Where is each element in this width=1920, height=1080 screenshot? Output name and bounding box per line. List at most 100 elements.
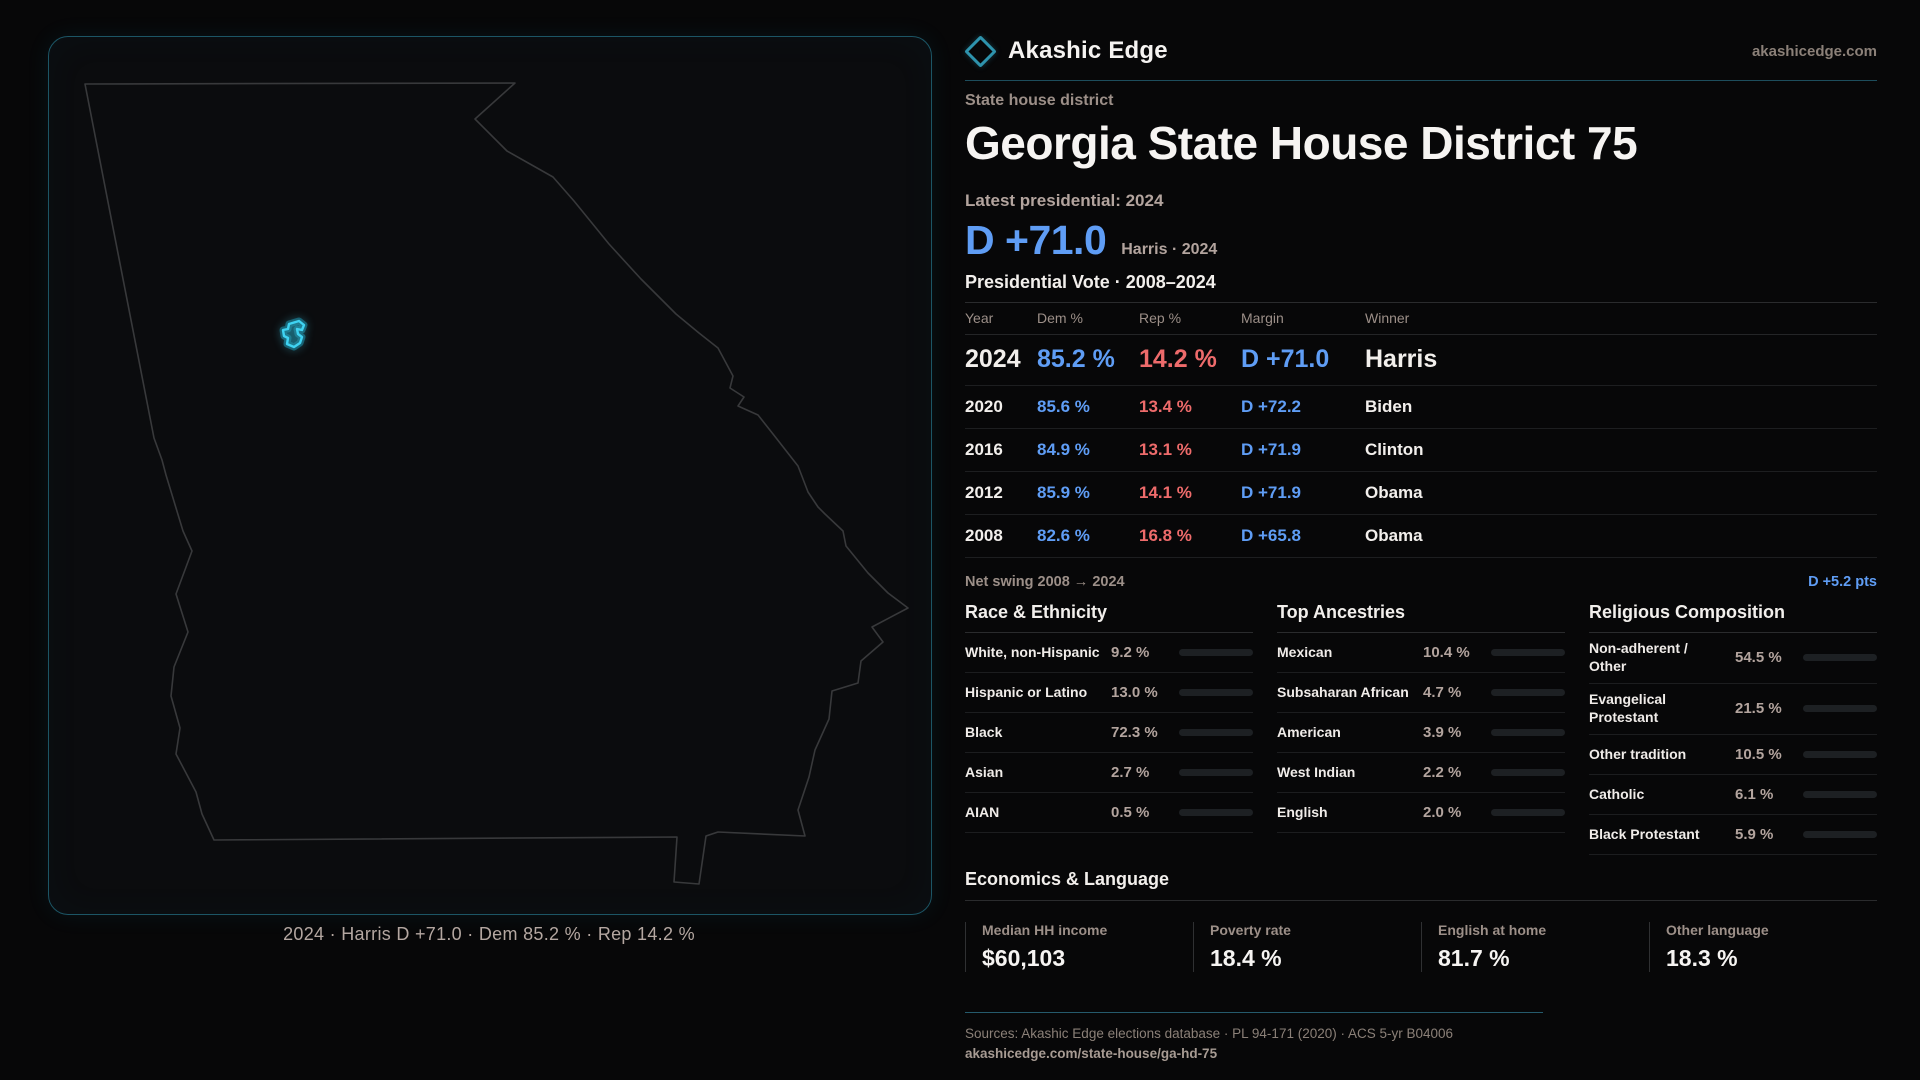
stat-label: Other language: [1666, 921, 1769, 938]
cell-dem-pct: 84.9 %: [1037, 439, 1090, 459]
item-bar: [1491, 808, 1565, 816]
detail-panel: Akashic Edge akashicedge.com State house…: [964, 28, 1877, 1061]
item-value: 9.2 %: [1111, 643, 1150, 661]
latest-presidential-label: Latest presidential: 2024: [965, 190, 1164, 210]
economics-language-section: Economics & Language Median HH income $6…: [965, 869, 1877, 972]
cell-margin: D +72.2: [1241, 396, 1302, 416]
ancestry-item: American 3.9 %: [1277, 713, 1565, 753]
item-value: 2.2 %: [1423, 763, 1462, 781]
header-divider: [965, 80, 1877, 81]
col-margin: Margin: [1241, 310, 1284, 327]
religion-item: Catholic 6.1 %: [1589, 775, 1877, 815]
stat-value: 18.4 %: [1210, 944, 1282, 971]
item-bar: [1491, 728, 1565, 736]
cell-year: 2024: [965, 345, 1021, 374]
net-swing-row: Net swing 2008 → 2024 D +5.2 pts: [965, 574, 1877, 590]
cell-margin: D +71.9: [1241, 482, 1302, 502]
religious-composition-title: Religious Composition: [1589, 602, 1877, 633]
diamond-logo-icon: [964, 34, 997, 68]
ancestry-item: Subsaharan African 4.7 %: [1277, 673, 1565, 713]
item-label: Black: [965, 723, 1003, 740]
top-ancestries-section: Top Ancestries Mexican 10.4 % Subsaharan…: [1277, 602, 1565, 855]
item-bar: [1179, 688, 1253, 696]
item-label: White, non-Hispanic: [965, 643, 1100, 660]
item-value: 3.9 %: [1423, 723, 1462, 741]
item-bar: [1491, 768, 1565, 776]
item-value: 4.7 %: [1423, 683, 1462, 701]
permalink[interactable]: akashicedge.com/state-house/ga-hd-75: [965, 1045, 1218, 1061]
cell-rep-pct: 13.4 %: [1139, 396, 1192, 416]
kicker: State house district: [965, 92, 1114, 109]
page-footer: Sources: Akashic Edge elections database…: [965, 1011, 1877, 1061]
item-value: 5.9 %: [1735, 825, 1774, 843]
ancestry-item: West Indian 2.2 %: [1277, 753, 1565, 793]
item-value: 21.5 %: [1735, 700, 1782, 718]
cell-rep-pct: 14.2 %: [1139, 345, 1217, 374]
cell-dem-pct: 85.2 %: [1037, 345, 1115, 374]
net-swing-value: D +5.2 pts: [1808, 573, 1877, 590]
cell-year: 2016: [965, 439, 1003, 459]
brand: Akashic Edge: [964, 34, 1168, 68]
stat-label: Median HH income: [982, 921, 1108, 938]
item-label: Evangelical Protestant: [1589, 691, 1667, 725]
col-rep: Rep %: [1139, 310, 1182, 327]
cell-dem-pct: 85.6 %: [1037, 396, 1090, 416]
religion-item: Black Protestant 5.9 %: [1589, 815, 1877, 855]
item-bar: [1179, 768, 1253, 776]
item-bar: [1179, 808, 1253, 816]
col-dem: Dem %: [1037, 310, 1083, 327]
item-label: Mexican: [1277, 643, 1333, 660]
item-label: English: [1277, 803, 1328, 820]
race-ethnicity-item: Black 72.3 %: [965, 713, 1253, 753]
item-label: American: [1277, 723, 1341, 740]
item-bar: [1803, 750, 1877, 758]
item-label: West Indian: [1277, 763, 1356, 780]
item-label: Non-adherent / Other: [1589, 640, 1688, 674]
religious-composition-section: Religious Composition Non-adherent / Oth…: [1589, 602, 1877, 855]
item-label: Other tradition: [1589, 745, 1687, 762]
economics-stats: Median HH income $60,103 Poverty rate 18…: [965, 921, 1877, 972]
item-label: Subsaharan African: [1277, 683, 1409, 700]
footer-divider: [965, 1011, 1543, 1013]
cell-margin: D +71.9: [1241, 439, 1302, 459]
cell-winner: Obama: [1365, 525, 1423, 545]
top-ancestries-title: Top Ancestries: [1277, 602, 1565, 633]
item-bar: [1803, 705, 1877, 713]
georgia-state-outline: [84, 82, 909, 885]
religion-item: Evangelical Protestant 21.5 %: [1589, 684, 1877, 735]
item-bar: [1803, 654, 1877, 662]
page-title: Georgia State House District 75: [965, 117, 1638, 169]
race-ethnicity-item: AIAN 0.5 %: [965, 793, 1253, 833]
col-year: Year: [965, 310, 994, 327]
item-bar: [1491, 648, 1565, 656]
item-value: 2.0 %: [1423, 803, 1462, 821]
net-swing-label: Net swing 2008 → 2024: [965, 573, 1125, 590]
religion-item: Non-adherent / Other 54.5 %: [1589, 633, 1877, 684]
stat-label: English at home: [1438, 921, 1547, 938]
district-75-shape[interactable]: [281, 319, 306, 349]
stat-card: Median HH income $60,103: [965, 921, 1193, 972]
item-value: 10.5 %: [1735, 745, 1782, 763]
cell-year: 2012: [965, 482, 1003, 502]
item-value: 72.3 %: [1111, 723, 1158, 741]
item-bar: [1803, 790, 1877, 798]
vote-table-row: 2016 84.9 % 13.1 % D +71.9 Clinton: [965, 429, 1877, 472]
cell-dem-pct: 85.9 %: [1037, 482, 1090, 502]
stat-card: English at home 81.7 %: [1421, 921, 1649, 972]
cell-year: 2020: [965, 396, 1003, 416]
item-bar: [1179, 648, 1253, 656]
race-ethnicity-item: Asian 2.7 %: [965, 753, 1253, 793]
cell-margin: D +71.0: [1241, 345, 1330, 374]
sources-text: Sources: Akashic Edge elections database…: [965, 1025, 1454, 1041]
cell-year: 2008: [965, 525, 1003, 545]
item-label: Hispanic or Latino: [965, 683, 1088, 700]
brand-domain-link[interactable]: akashicedge.com: [1751, 42, 1877, 60]
cell-rep-pct: 13.1 %: [1139, 439, 1192, 459]
race-ethnicity-item: White, non-Hispanic 9.2 %: [965, 633, 1253, 673]
item-value: 6.1 %: [1735, 785, 1774, 803]
cell-winner: Harris: [1365, 345, 1438, 374]
vote-table-row: 2024 85.2 % 14.2 % D +71.0 Harris: [965, 335, 1877, 386]
cell-winner: Obama: [1365, 482, 1423, 502]
stat-value: 18.3 %: [1666, 944, 1738, 971]
